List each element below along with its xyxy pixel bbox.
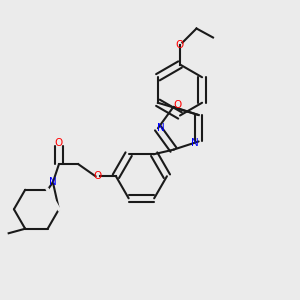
Text: O: O xyxy=(173,100,181,110)
Text: O: O xyxy=(94,171,102,181)
Text: O: O xyxy=(176,40,184,50)
Text: N: N xyxy=(157,123,165,133)
Text: N: N xyxy=(49,177,57,187)
Text: N: N xyxy=(191,138,199,148)
Text: O: O xyxy=(55,138,63,148)
